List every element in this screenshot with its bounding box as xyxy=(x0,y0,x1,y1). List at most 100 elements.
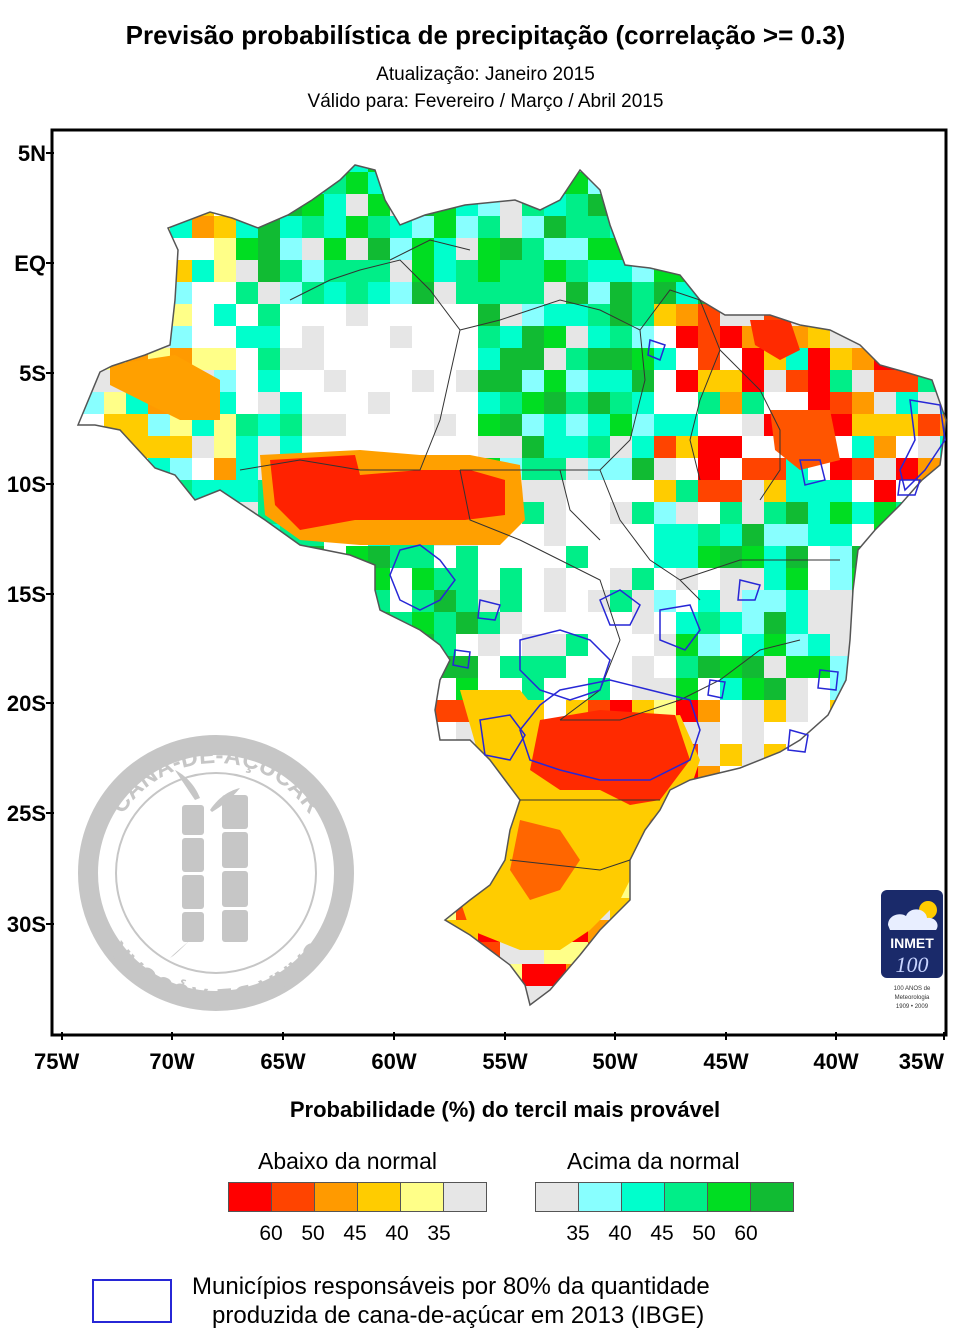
grid-cell xyxy=(654,304,676,326)
grid-cell xyxy=(522,326,544,348)
grid-cell xyxy=(522,656,544,678)
legend-tick-label: 40 xyxy=(385,1222,409,1245)
grid-cell xyxy=(324,216,346,238)
grid-cell xyxy=(412,238,434,260)
grid-cell xyxy=(500,568,522,590)
grid-cell xyxy=(566,568,588,590)
grid-cell xyxy=(830,612,852,634)
grid-cell xyxy=(456,282,478,304)
grid-cell xyxy=(500,216,522,238)
grid-cell xyxy=(478,260,500,282)
grid-cell xyxy=(522,348,544,370)
grid-cell xyxy=(808,546,830,568)
grid-cell xyxy=(104,392,126,414)
grid-cell xyxy=(170,436,192,458)
grid-cell xyxy=(214,458,236,480)
grid-cell xyxy=(566,656,588,678)
grid-cell xyxy=(324,326,346,348)
grid-cell xyxy=(302,304,324,326)
grid-cell xyxy=(456,414,478,436)
grid-cell xyxy=(566,414,588,436)
grid-cell xyxy=(588,546,610,568)
grid-cell xyxy=(632,524,654,546)
grid-cell xyxy=(368,326,390,348)
grid-cell xyxy=(456,436,478,458)
grid-cell xyxy=(456,326,478,348)
grid-cell xyxy=(258,326,280,348)
grid-cell xyxy=(544,216,566,238)
grid-cell xyxy=(610,656,632,678)
grid-cell xyxy=(346,348,368,370)
legend-swatch xyxy=(750,1182,794,1212)
grid-cell xyxy=(830,634,852,656)
grid-cell xyxy=(654,524,676,546)
grid-cell xyxy=(676,436,698,458)
grid-cell xyxy=(522,392,544,414)
grid-cell xyxy=(192,216,214,238)
grid-cell xyxy=(500,282,522,304)
grid-cell xyxy=(742,524,764,546)
grid-cell xyxy=(588,480,610,502)
grid-cell xyxy=(500,304,522,326)
grid-cell xyxy=(764,480,786,502)
grid-cell xyxy=(544,700,566,722)
grid-cell xyxy=(698,744,720,766)
grid-cell xyxy=(214,260,236,282)
legend-swatch xyxy=(443,1182,487,1212)
region-southeast-below-60 xyxy=(530,710,690,805)
grid-cell xyxy=(544,502,566,524)
grid-cell xyxy=(632,392,654,414)
grid-cell xyxy=(852,480,874,502)
grid-cell xyxy=(236,260,258,282)
grid-cell xyxy=(434,216,456,238)
grid-cell xyxy=(742,348,764,370)
grid-cell xyxy=(588,524,610,546)
grid-cell xyxy=(280,238,302,260)
grid-cell xyxy=(456,546,478,568)
grid-cell xyxy=(808,656,830,678)
grid-cell xyxy=(214,436,236,458)
grid-cell xyxy=(368,216,390,238)
grid-cell xyxy=(324,194,346,216)
x-tick-label: 50W xyxy=(592,1049,637,1074)
grid-cell xyxy=(610,304,632,326)
grid-cell xyxy=(566,260,588,282)
grid-cell xyxy=(566,436,588,458)
grid-cell xyxy=(522,260,544,282)
grid-cell xyxy=(500,546,522,568)
municipality-legend-box xyxy=(92,1279,172,1323)
grid-cell xyxy=(456,634,478,656)
grid-cell xyxy=(566,502,588,524)
grid-cell xyxy=(324,282,346,304)
grid-cell xyxy=(148,436,170,458)
grid-cell xyxy=(698,436,720,458)
inmet-logo: INMET 100 100 ANOS de Meteorologia 1909 … xyxy=(881,890,943,1010)
grid-cell xyxy=(544,348,566,370)
grid-cell xyxy=(236,326,258,348)
grid-cell xyxy=(830,414,852,436)
grid-cell xyxy=(764,700,786,722)
grid-cell xyxy=(918,414,940,436)
grid-cell xyxy=(588,612,610,634)
grid-cell xyxy=(632,304,654,326)
grid-cell xyxy=(610,326,632,348)
grid-cell xyxy=(786,502,808,524)
grid-cell xyxy=(302,238,324,260)
grid-cell xyxy=(632,656,654,678)
grid-cell xyxy=(544,634,566,656)
grid-cell xyxy=(786,524,808,546)
grid-cell xyxy=(456,260,478,282)
grid-cell xyxy=(720,722,742,744)
grid-cell xyxy=(896,392,918,414)
grid-cell xyxy=(478,348,500,370)
grid-cell xyxy=(632,590,654,612)
grid-cell xyxy=(390,392,412,414)
grid-cell xyxy=(588,260,610,282)
grid-cell xyxy=(588,392,610,414)
grid-cell xyxy=(808,524,830,546)
grid-cell xyxy=(720,744,742,766)
grid-cell xyxy=(698,568,720,590)
grid-cell xyxy=(852,370,874,392)
grid-cell xyxy=(566,348,588,370)
grid-cell xyxy=(742,414,764,436)
